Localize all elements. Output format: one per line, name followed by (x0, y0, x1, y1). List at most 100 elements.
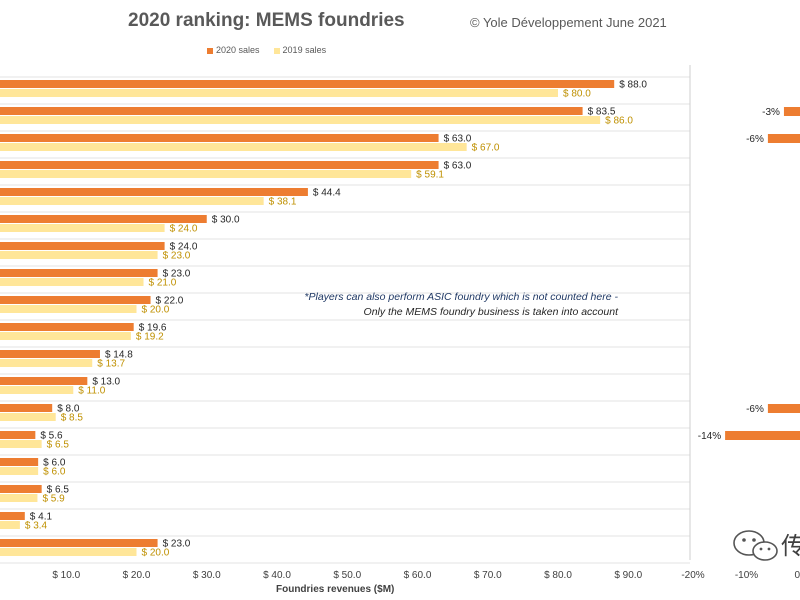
bar-2019-sales-10 (0, 359, 93, 367)
bar-label-2019-sales-7: $ 21.0 (149, 278, 177, 289)
bar-2020-sales-7 (0, 269, 158, 277)
growth-x-tick-label: -20% (681, 570, 704, 581)
footnote-line-2: Only the MEMS foundry business is taken … (363, 306, 618, 318)
chart-credit: © Yole Développement June 2021 (470, 15, 667, 30)
bar-label-2019-sales-6: $ 23.0 (163, 251, 191, 262)
growth-label-2: -6% (746, 404, 764, 415)
growth-label-3: -14% (698, 431, 721, 442)
bar-label-2020-sales-13: $ 5.6 (40, 431, 63, 442)
bar-2019-sales-2 (0, 143, 467, 151)
bar-2019-sales-14 (0, 467, 39, 475)
bar-label-2019-sales-12: $ 8.5 (61, 413, 84, 424)
growth-bar-1 (767, 134, 800, 143)
legend-label-2019: 2019 sales (282, 45, 327, 55)
legend-swatch-2020 (207, 47, 213, 54)
legend-item-2020: 2020 sales (207, 45, 260, 55)
bar-2020-sales-3 (0, 161, 439, 169)
wechat-icon (733, 530, 778, 561)
bar-label-2019-sales-17: $ 20.0 (142, 548, 170, 559)
footnote-line-1: *Players can also perform ASIC foundry w… (304, 291, 618, 303)
watermark-text: 传 (781, 533, 800, 560)
bar-label-2019-sales-1: $ 86.0 (605, 116, 633, 127)
bar-2019-sales-13 (0, 440, 42, 448)
bar-label-2019-sales-11: $ 11.0 (78, 386, 105, 397)
x-tick-label: $ 60.0 (404, 570, 432, 581)
bar-2020-sales-16 (0, 512, 25, 520)
x-tick-label: $ 30.0 (193, 570, 221, 581)
bar-label-2019-sales-2: $ 67.0 (472, 143, 500, 154)
growth-bar-0 (783, 107, 800, 116)
bar-label-2019-sales-9: $ 19.2 (136, 332, 164, 343)
bar-2020-sales-10 (0, 350, 100, 358)
bar-label-2020-sales-7: $ 23.0 (163, 269, 191, 280)
bar-label-2020-sales-4: $ 44.4 (313, 188, 341, 199)
bar-label-2020-sales-15: $ 6.5 (47, 485, 70, 496)
bar-label-2019-sales-0: $ 80.0 (563, 89, 591, 100)
bar-label-2019-sales-14: $ 6.0 (43, 467, 66, 478)
bar-2020-sales-15 (0, 485, 42, 493)
bar-2020-sales-6 (0, 242, 165, 250)
bar-label-2019-sales-16: $ 3.4 (25, 521, 48, 532)
bar-2019-sales-4 (0, 197, 264, 205)
bar-2019-sales-17 (0, 548, 137, 556)
bar-label-2019-sales-10: $ 13.7 (97, 359, 125, 370)
bar-label-2020-sales-16: $ 4.1 (30, 512, 53, 523)
x-axis-title: Foundries revenues ($M) (276, 584, 395, 595)
bar-label-2020-sales-0: $ 88.0 (619, 80, 647, 91)
bar-label-2020-sales-2: $ 63.0 (444, 134, 472, 145)
bar-2019-sales-11 (0, 386, 74, 394)
bar-label-2020-sales-9: $ 19.6 (139, 323, 167, 334)
x-tick-label: $ 40.0 (263, 570, 291, 581)
x-tick-label: $ 80.0 (544, 570, 572, 581)
bar-label-2019-sales-5: $ 24.0 (170, 224, 198, 235)
growth-x-tick-label: -10% (735, 570, 758, 581)
bar-label-2020-sales-8: $ 22.0 (156, 296, 184, 307)
bar-2020-sales-14 (0, 458, 39, 466)
bar-2020-sales-17 (0, 539, 158, 547)
bar-2019-sales-12 (0, 413, 56, 421)
bar-2020-sales-4 (0, 188, 308, 196)
x-tick-label: $ 50.0 (333, 570, 361, 581)
bar-2019-sales-6 (0, 251, 158, 259)
bar-label-2020-sales-6: $ 24.0 (170, 242, 198, 253)
bar-label-2020-sales-11: $ 13.0 (92, 377, 120, 388)
bar-2019-sales-3 (0, 170, 412, 178)
bar-label-2019-sales-8: $ 20.0 (142, 305, 170, 316)
bar-2019-sales-7 (0, 278, 144, 286)
legend-label-2020: 2020 sales (216, 45, 260, 55)
bar-2019-sales-8 (0, 305, 137, 313)
bar-2019-sales-16 (0, 521, 20, 529)
growth-bar-2 (767, 404, 800, 413)
growth-bar-3 (725, 431, 800, 440)
bar-label-2019-sales-15: $ 5.9 (42, 494, 65, 505)
bar-2019-sales-15 (0, 494, 38, 502)
x-tick-label: $ 70.0 (474, 570, 502, 581)
bar-2020-sales-8 (0, 296, 151, 304)
bar-2019-sales-9 (0, 332, 131, 340)
legend-item-2019: 2019 sales (273, 45, 327, 55)
bar-2020-sales-1 (0, 107, 583, 115)
x-tick-label: $ 10.0 (52, 570, 80, 581)
bar-label-2020-sales-17: $ 23.0 (163, 539, 191, 550)
bar-label-2020-sales-14: $ 6.0 (43, 458, 66, 469)
bar-2020-sales-5 (0, 215, 207, 223)
bar-2019-sales-1 (0, 116, 601, 124)
bar-label-2019-sales-13: $ 6.5 (47, 440, 70, 451)
growth-label-0: -3% (762, 107, 780, 118)
bar-label-2020-sales-12: $ 8.0 (57, 404, 80, 415)
bar-2020-sales-2 (0, 134, 439, 142)
x-tick-label: $ 90.0 (614, 570, 642, 581)
bar-2020-sales-13 (0, 431, 36, 439)
bar-label-2020-sales-10: $ 14.8 (105, 350, 133, 361)
bar-2020-sales-0 (0, 80, 615, 88)
chart-title: 2020 ranking: MEMS foundries (128, 10, 405, 31)
bar-2020-sales-12 (0, 404, 53, 412)
bar-2020-sales-9 (0, 323, 134, 331)
bar-2019-sales-0 (0, 89, 558, 97)
bar-label-2020-sales-1: $ 83.5 (588, 107, 616, 118)
growth-x-tick-label: 0 (794, 570, 800, 581)
bar-2019-sales-5 (0, 224, 165, 232)
bar-label-2020-sales-5: $ 30.0 (212, 215, 240, 226)
